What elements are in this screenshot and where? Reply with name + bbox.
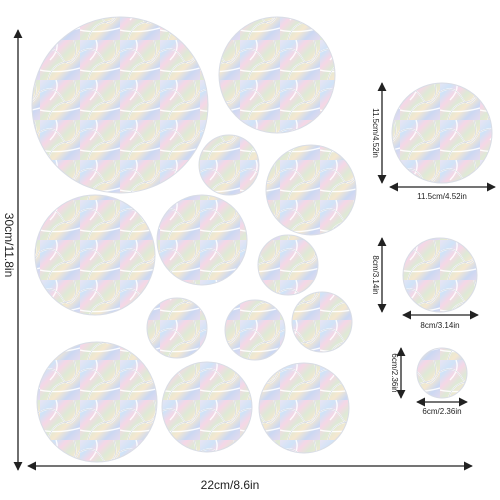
sticker [291,291,353,353]
sample-width: 11.5cm/4.52in [417,192,467,201]
sticker [258,362,350,454]
sticker [416,347,468,399]
sticker [34,194,156,316]
stickers [31,16,493,463]
sticker [31,16,209,194]
sample-height: 8cm/3.14in [371,255,380,294]
sheet-width: 22cm/8.6in [201,478,260,492]
sticker [146,297,208,359]
sample-width: 8cm/3.14in [420,321,459,330]
sticker [224,299,286,361]
sticker [391,82,493,184]
sticker [36,341,158,463]
dimensions: 30cm/11.8in 22cm/8.6in 11.5cm/4.52in 11.… [2,29,496,492]
sticker [265,144,357,236]
sample-height: 6cm/2.36in [390,353,399,392]
sticker [161,361,253,453]
sticker [402,237,478,313]
sticker [218,16,336,134]
sticker [156,194,248,286]
sample-width: 6cm/2.36in [422,407,461,416]
sheet-height: 30cm/11.8in [2,213,16,277]
sample-height: 11.5cm/4.52in [371,108,380,158]
sticker [198,134,260,196]
sticker [257,234,319,296]
